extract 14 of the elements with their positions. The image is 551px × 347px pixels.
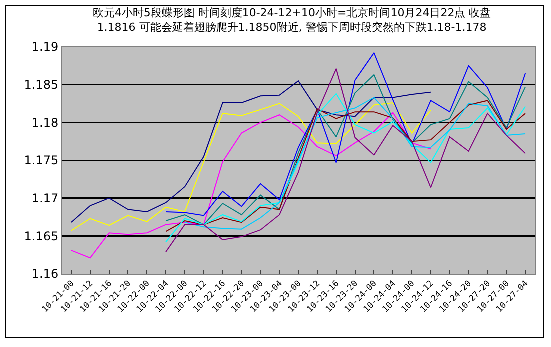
chart-title: 欧元4小时5段蝶形图 时间刻度10-24-12+10小时=北京时间10月24日22点 收盘 1.1816 可能会延着翅膀爬升1.1850附近, 警惕下周时段突然的下跌1.18-1.178 — [92, 6, 492, 34]
line-series — [70, 112, 432, 259]
y-tick-label: 1.16 — [32, 267, 59, 282]
y-tick-label: 1.165 — [24, 229, 59, 244]
y-tick-label: 1.19 — [32, 40, 59, 54]
line-series — [166, 74, 526, 226]
line-series — [70, 80, 432, 224]
y-tick-label: 1.17 — [32, 192, 59, 206]
y-tick-label: 1.185 — [24, 78, 59, 92]
line-series — [166, 68, 526, 253]
line-series — [70, 102, 432, 232]
line-series — [166, 52, 526, 216]
y-tick-label: 1.175 — [24, 154, 59, 168]
y-tick-label: 1.18 — [32, 116, 59, 130]
